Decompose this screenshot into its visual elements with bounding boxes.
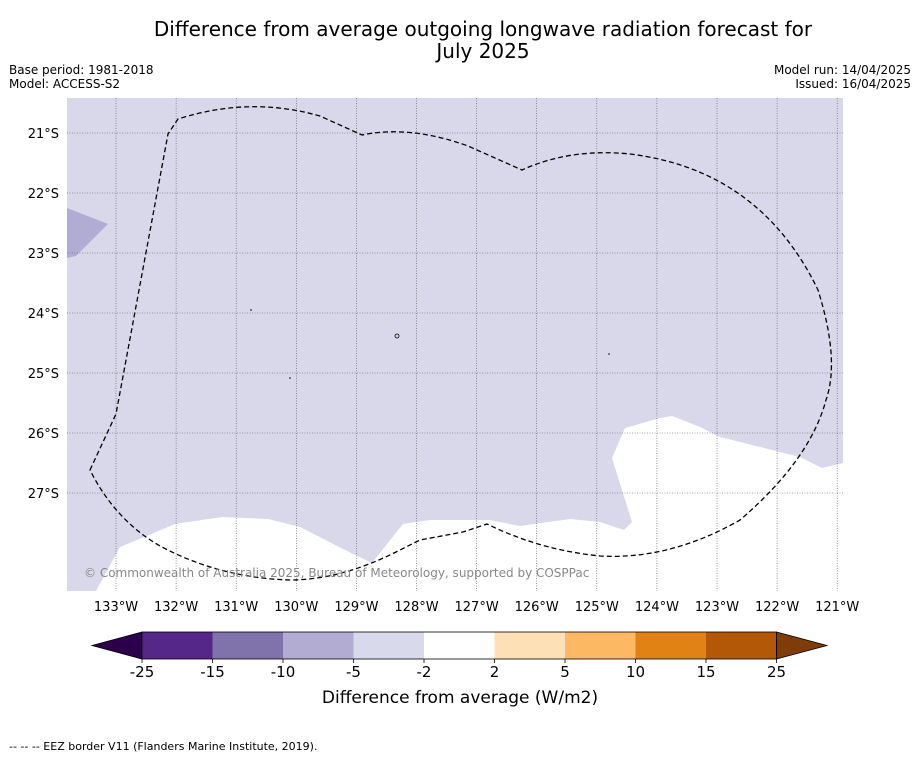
latitude-label: 22°S: [28, 187, 59, 202]
latitude-labels: 21°S 22°S 23°S 24°S 25°S 26°S 27°S: [28, 127, 59, 502]
longitude-label: 123°W: [695, 600, 739, 615]
colorbar-tick-label: 2: [490, 663, 500, 681]
longitude-label: 124°W: [635, 600, 679, 615]
colorbar-cell: [494, 632, 565, 659]
latitude-label: 24°S: [28, 307, 59, 322]
longitude-label: 132°W: [154, 600, 198, 615]
colorbar-ticks: -25 -15 -10 -5 -2 2 5 10 15 25: [130, 659, 786, 681]
colorbar-tick-label: -5: [346, 663, 361, 681]
colorbar-cell: [353, 632, 424, 659]
longitude-labels: 133°W 132°W 131°W 130°W 129°W 128°W 127°W 126°W…: [94, 600, 860, 615]
title-line-1: Difference from average outgoing longwav…: [153, 17, 813, 41]
model-run: Model run: 14/04/2025: [773, 63, 911, 77]
colorbar-cell: [424, 632, 495, 659]
island-marker: [608, 353, 610, 355]
anomaly-region-minus5-to-minus2: [67, 98, 843, 591]
colorbar-tick-label: -25: [130, 663, 155, 681]
colorbar-cell: [283, 632, 354, 659]
longitude-label: 122°W: [755, 600, 799, 615]
latitude-label: 21°S: [28, 127, 59, 142]
latitude-label: 25°S: [28, 367, 59, 382]
colorbar-cell: [706, 632, 777, 659]
longitude-label: 130°W: [274, 600, 318, 615]
colorbar-tick-label: -2: [417, 663, 432, 681]
issued-date: Issued: 16/04/2025: [795, 77, 911, 91]
colorbar-tick-label: 10: [626, 663, 645, 681]
base-period: Base period: 1981-2018: [9, 63, 154, 77]
chart-title: Difference from average outgoing longwav…: [0, 18, 919, 62]
title-line-2: July 2025: [436, 39, 530, 63]
eez-border-note: -- -- -- EEZ border V11 (Flanders Marine…: [9, 740, 318, 753]
latitude-label: 26°S: [28, 427, 59, 442]
colorbar: -25 -15 -10 -5 -2 2 5 10 15 25 Difference from av…: [90, 631, 829, 708]
longitude-label: 127°W: [455, 600, 499, 615]
small-island-markers: [250, 309, 610, 379]
longitude-label: 121°W: [815, 600, 859, 615]
latitude-label: 23°S: [28, 247, 59, 262]
colorbar-tick-label: 5: [560, 663, 570, 681]
colorbar-outline: [141, 631, 777, 660]
anomaly-region-minus10-to-minus5: [67, 208, 108, 258]
colorbar-cell: [635, 632, 706, 659]
metadata-right: Model run: 14/04/2025 Issued: 16/04/2025: [774, 63, 911, 91]
longitude-label: 133°W: [94, 600, 138, 615]
latitude-label: 27°S: [28, 487, 59, 502]
graticule: [67, 98, 843, 591]
colorbar-tick-label: 25: [767, 663, 786, 681]
colorbar-cell: [142, 632, 213, 659]
model-name: Model: ACCESS-S2: [9, 77, 121, 91]
copyright-notice: © Commonwealth of Australia 2025, Bureau…: [84, 566, 589, 580]
island-marker: [394, 333, 400, 339]
colorbar-extend-min: [90, 631, 143, 660]
longitude-label: 126°W: [515, 600, 559, 615]
colorbar-tick-label: 15: [696, 663, 715, 681]
colorbar-extend-max: [776, 631, 829, 660]
colorbar-tick-label: -15: [200, 663, 225, 681]
longitude-label: 131°W: [214, 600, 258, 615]
island-marker: [250, 309, 252, 311]
colorbar-tick-label: -10: [271, 663, 296, 681]
longitude-label: 128°W: [394, 600, 438, 615]
colorbar-cell: [565, 632, 636, 659]
colorbar-cells: [90, 631, 829, 660]
longitude-label: 125°W: [575, 600, 619, 615]
metadata-left: Base period: 1981-2018 Model: ACCESS-S2: [9, 63, 154, 91]
map-panel: © Commonwealth of Australia 2025, Bureau…: [67, 98, 843, 591]
colorbar-cell: [212, 632, 283, 659]
colorbar-label: Difference from average (W/m2): [322, 688, 598, 708]
longitude-label: 129°W: [334, 600, 378, 615]
island-marker: [289, 377, 291, 379]
